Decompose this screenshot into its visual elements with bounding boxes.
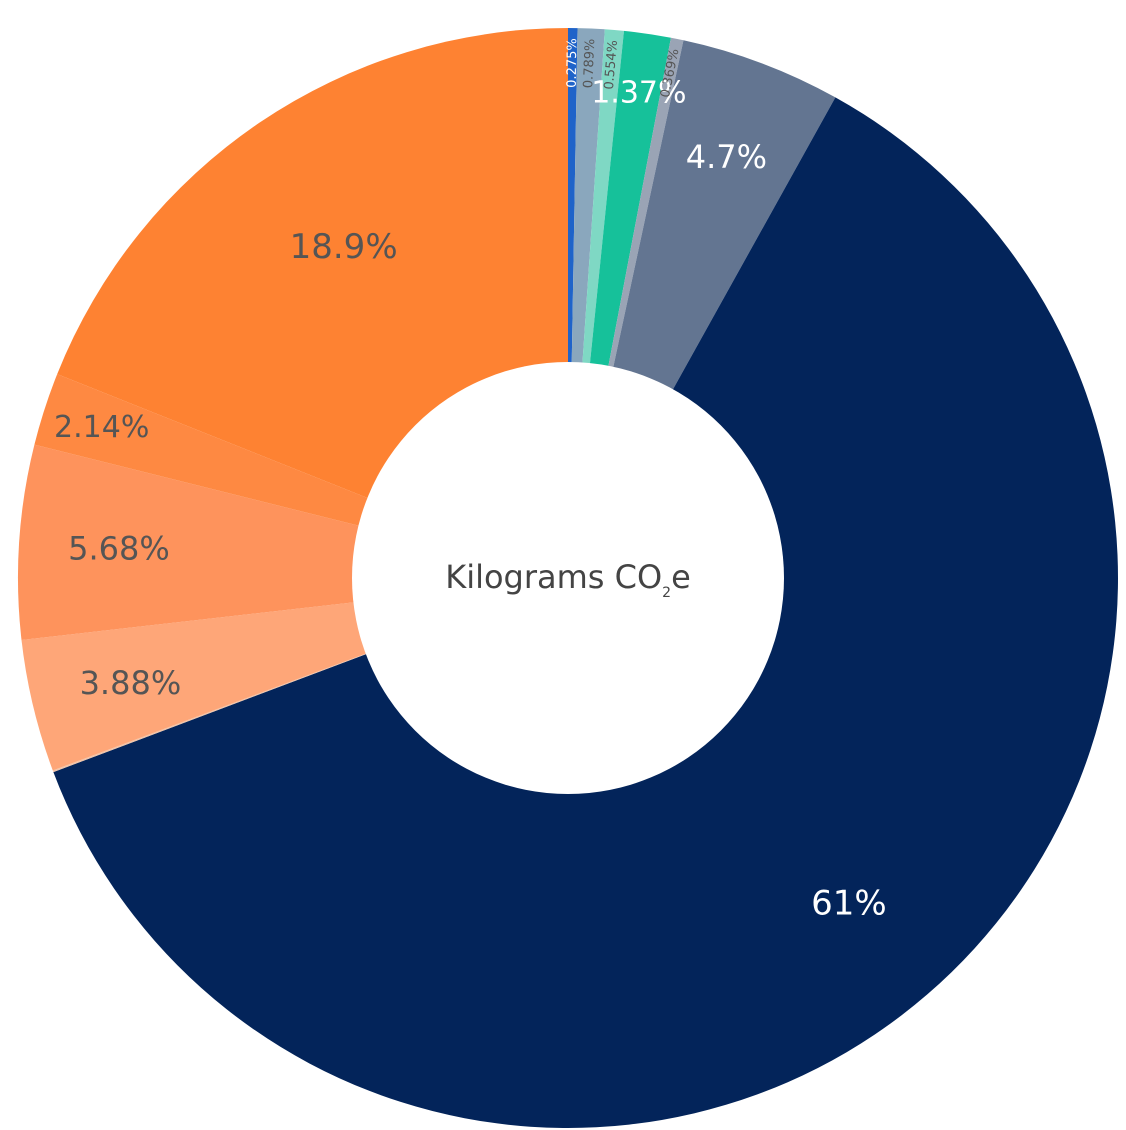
slice-label-2: 0.554% (602, 40, 621, 91)
slice-label-1: 0.789% (581, 38, 598, 88)
slice-label-9: 5.68% (68, 529, 170, 567)
slice-label-11: 18.9% (290, 227, 398, 267)
labels-group: 0.275% 0.789% 0.554%1.37%0.369%4.7%61%3.88… (54, 38, 887, 923)
slice-label-10: 2.14% (54, 410, 149, 445)
slice-label-5: 4.7% (686, 138, 767, 176)
donut-hole (352, 362, 784, 794)
center-label-sub: 2 (662, 585, 671, 601)
slice-label-8: 3.88% (80, 664, 182, 702)
slice-label-0: 0.275% (565, 38, 580, 88)
center-label-tail: e (671, 558, 691, 596)
center-label: Kilograms CO2e (445, 558, 691, 601)
slice-label-6: 61% (811, 884, 887, 924)
center-label-main: Kilograms CO (445, 558, 662, 596)
slice-label-3: 1.37% (591, 76, 686, 111)
